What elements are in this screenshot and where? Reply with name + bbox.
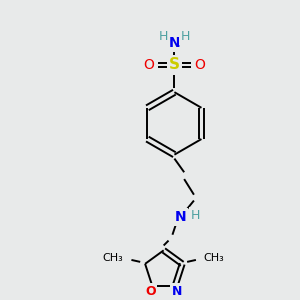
Text: N: N <box>169 36 180 50</box>
Text: N: N <box>175 210 186 224</box>
Text: H: H <box>191 209 201 222</box>
Text: O: O <box>194 58 205 72</box>
Text: N: N <box>172 285 182 298</box>
Text: H: H <box>181 30 190 43</box>
Text: O: O <box>144 58 154 72</box>
Text: O: O <box>145 285 156 298</box>
Text: CH₃: CH₃ <box>204 253 224 263</box>
Text: CH₃: CH₃ <box>103 253 124 263</box>
Text: S: S <box>169 57 180 72</box>
Text: H: H <box>159 30 168 43</box>
